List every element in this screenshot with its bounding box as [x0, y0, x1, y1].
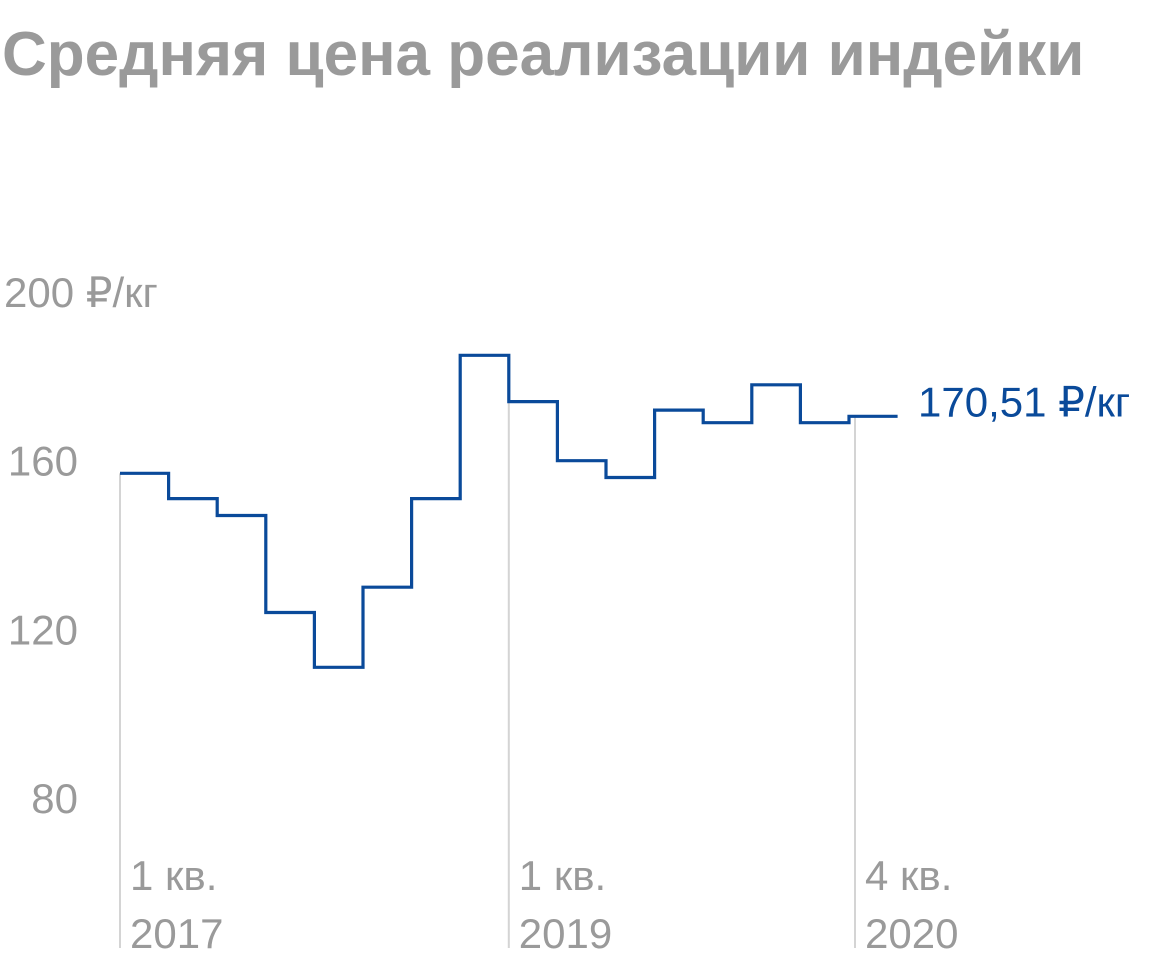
- x-label-quarter: 1 кв.: [130, 852, 217, 899]
- x-label-year: 2020: [865, 910, 958, 957]
- chart-title: Средняя цена реализации индейки: [2, 20, 1085, 89]
- x-axis-labels: 1 кв. 2017 1 кв. 2019 4 кв. 2020: [130, 852, 958, 957]
- y-tick-label: 200 ₽/кг: [4, 269, 158, 316]
- x-label-quarter: 1 кв.: [519, 852, 606, 899]
- x-label-year: 2017: [130, 910, 223, 957]
- y-axis: 200 ₽/кг 160 120 80: [4, 269, 158, 822]
- x-label-quarter: 4 кв.: [865, 852, 952, 899]
- series-line: [120, 353, 898, 669]
- y-tick-label: 120: [8, 606, 78, 653]
- x-guides: [119, 401, 856, 948]
- series-group: [120, 353, 898, 669]
- y-tick-label: 80: [31, 775, 78, 822]
- end-label-group: 170,51 ₽/кг: [918, 378, 1130, 425]
- x-label-year: 2019: [519, 910, 612, 957]
- y-tick-label: 160: [8, 438, 78, 485]
- end-value-label: 170,51 ₽/кг: [918, 378, 1130, 425]
